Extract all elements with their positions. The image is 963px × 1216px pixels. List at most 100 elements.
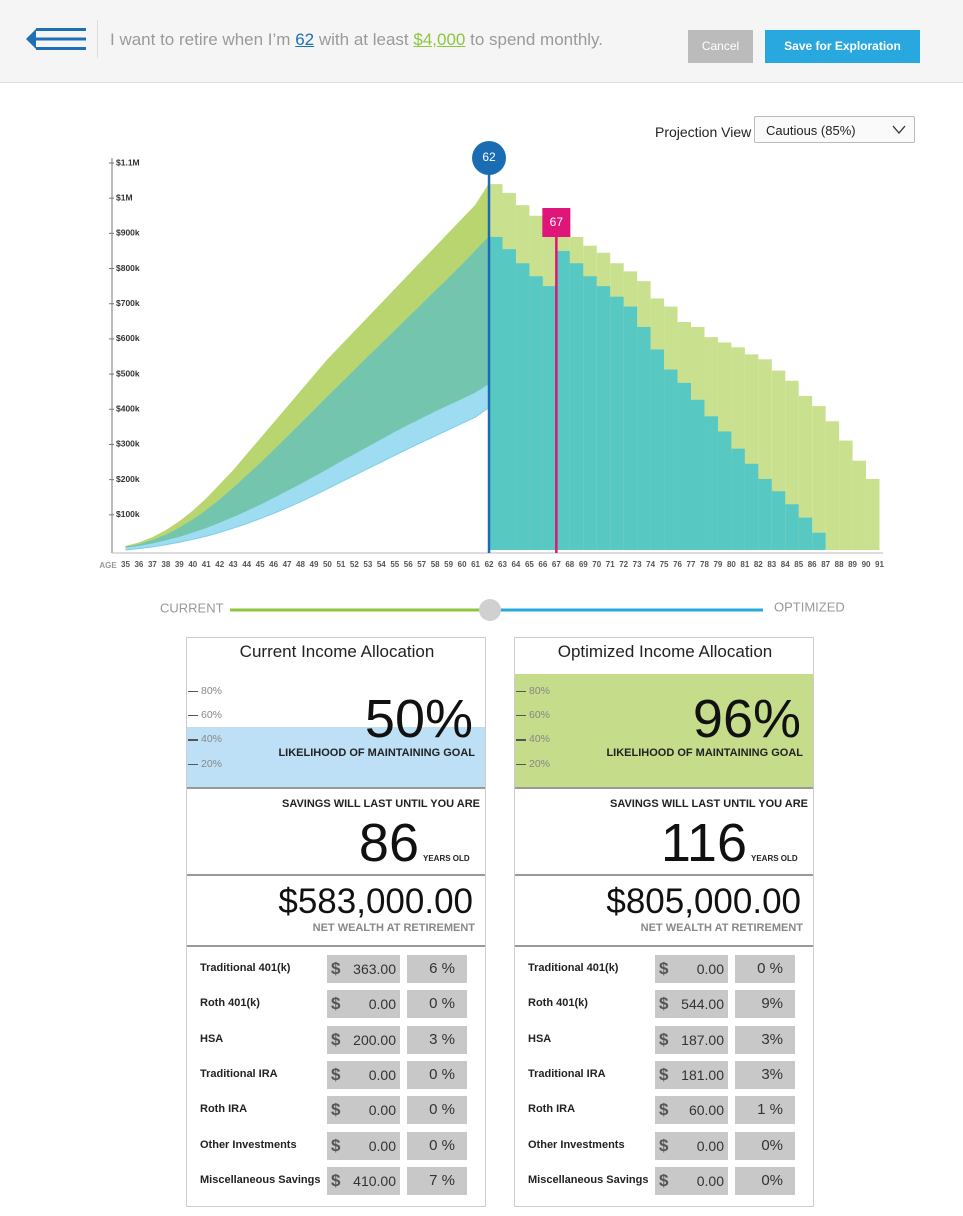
- save-button[interactable]: Save for Exploration: [765, 30, 920, 63]
- amount-field[interactable]: $0.00: [327, 1131, 400, 1160]
- scale-label: 60%: [201, 708, 223, 721]
- amount-field[interactable]: $181.00: [655, 1060, 728, 1089]
- percent-field[interactable]: 1 %: [735, 1096, 795, 1125]
- projection-bar: [569, 263, 584, 550]
- x-tick-label: 62: [485, 560, 494, 569]
- scale-label: 20%: [529, 757, 551, 770]
- percent-value: 3%: [761, 1065, 783, 1083]
- x-tick-label: 80: [727, 560, 736, 569]
- amount-field[interactable]: $200.00: [327, 1025, 400, 1054]
- projection-bar: [717, 431, 732, 550]
- amount-field[interactable]: $0.00: [655, 955, 728, 983]
- net-wealth-caption: NET WEALTH AT RETIREMENT: [640, 922, 803, 934]
- x-tick-label: 49: [310, 560, 319, 569]
- percent-field[interactable]: 0 %: [407, 990, 467, 1019]
- menu-back-icon[interactable]: [24, 26, 88, 52]
- x-tick-label: 59: [444, 560, 453, 569]
- x-tick-label: 47: [283, 560, 292, 569]
- amount-field[interactable]: $410.00: [327, 1166, 400, 1195]
- currency-symbol: $: [331, 1135, 341, 1155]
- x-tick-label: 64: [511, 560, 520, 569]
- slider-left-label: CURRENT: [160, 600, 224, 615]
- retire-age-input[interactable]: 62: [295, 30, 315, 49]
- percent-value: 6 %: [429, 960, 455, 977]
- percent-field[interactable]: 0 %: [735, 955, 795, 983]
- percent-field[interactable]: 3%: [735, 1025, 795, 1054]
- amount-field[interactable]: $0.00: [655, 1131, 728, 1160]
- projection-bar: [744, 463, 759, 550]
- percent-field[interactable]: 9%: [735, 990, 795, 1019]
- monthly-goal-input[interactable]: $4,000: [413, 30, 466, 49]
- row-name: Roth 401(k): [200, 997, 260, 1010]
- amount-field[interactable]: $0.00: [327, 1096, 400, 1125]
- amount-field[interactable]: $363.00: [327, 955, 400, 983]
- percent-value: 0 %: [757, 960, 783, 977]
- percent-field[interactable]: 0 %: [407, 1096, 467, 1125]
- projection-select[interactable]: Cautious (85%): [754, 116, 915, 143]
- projection-bar: [771, 491, 786, 550]
- scale-label: 80%: [529, 684, 551, 697]
- currency-symbol: $: [659, 994, 669, 1014]
- x-tick-label: 56: [404, 560, 413, 569]
- y-tick-label: $1M: [116, 192, 133, 202]
- projection-bar: [664, 369, 678, 550]
- goal-sentence: I want to retire when I’m 62 with at lea…: [110, 30, 603, 50]
- percent-field[interactable]: 7 %: [407, 1166, 467, 1195]
- projection-bar: [650, 349, 665, 550]
- row-name: Roth IRA: [200, 1103, 248, 1116]
- amount-value: 544.00: [681, 996, 724, 1013]
- x-tick-label: 35: [121, 560, 130, 569]
- amount-field[interactable]: $0.00: [327, 990, 400, 1019]
- projection-bar: [502, 249, 516, 551]
- currency-symbol: $: [659, 1064, 669, 1084]
- percent-value: 3%: [761, 1030, 783, 1048]
- row-name: Other Investments: [528, 1138, 625, 1151]
- x-tick-label: 57: [417, 560, 426, 569]
- likelihood-fill: [187, 727, 485, 788]
- allocation-panel: Current Income Allocation 80% 60% 40% 20% 50%…: [186, 637, 486, 1207]
- amount-field[interactable]: $187.00: [655, 1025, 728, 1054]
- x-tick-label: 42: [215, 560, 224, 569]
- x-tick-label: 89: [848, 560, 857, 569]
- x-tick-label: 76: [673, 560, 682, 569]
- row-name: Roth 401(k): [528, 997, 588, 1010]
- scale-tick: [188, 763, 198, 766]
- percent-value: 0 %: [429, 995, 455, 1013]
- projection-bar: [677, 382, 691, 550]
- x-tick-label: 71: [606, 560, 615, 569]
- percent-field[interactable]: 3 %: [407, 1025, 467, 1054]
- percent-field[interactable]: 3%: [735, 1060, 795, 1089]
- x-tick-label: 44: [242, 560, 251, 569]
- amount-field[interactable]: $60.00: [655, 1096, 728, 1125]
- percent-field[interactable]: 0 %: [407, 1131, 467, 1160]
- x-tick-label: 65: [525, 560, 534, 569]
- x-tick-label: 50: [323, 560, 332, 569]
- amount-field[interactable]: $544.00: [655, 990, 728, 1019]
- likelihood-value: 96%: [692, 689, 801, 749]
- percent-field[interactable]: 0 %: [407, 1060, 467, 1089]
- slider-knob[interactable]: [479, 599, 501, 621]
- cancel-button[interactable]: Cancel: [688, 30, 753, 63]
- x-tick-label: 55: [390, 560, 399, 569]
- amount-value: 363.00: [353, 961, 396, 977]
- amount-field[interactable]: $0.00: [655, 1166, 728, 1195]
- percent-field[interactable]: 0%: [735, 1166, 795, 1195]
- row-name: Roth IRA: [528, 1103, 576, 1116]
- x-tick-label: 79: [713, 560, 722, 569]
- divider: [515, 945, 813, 947]
- scale-label: 80%: [201, 684, 223, 697]
- x-tick-label: 58: [431, 560, 440, 569]
- percent-value: 0 %: [429, 1136, 455, 1154]
- x-tick-label: 39: [175, 560, 184, 569]
- amount-value: 0.00: [368, 996, 396, 1013]
- row-name: Traditional IRA: [528, 1067, 606, 1080]
- likelihood-region: [515, 674, 813, 788]
- y-tick-label: $500k: [116, 368, 140, 378]
- percent-field[interactable]: 6 %: [407, 955, 467, 983]
- projection-bar: [866, 478, 880, 550]
- percent-field[interactable]: 0%: [735, 1131, 795, 1160]
- projection-bar: [515, 263, 530, 550]
- scale-tick: [516, 714, 526, 717]
- amount-field[interactable]: $0.00: [327, 1060, 400, 1089]
- projection-bar: [556, 250, 570, 551]
